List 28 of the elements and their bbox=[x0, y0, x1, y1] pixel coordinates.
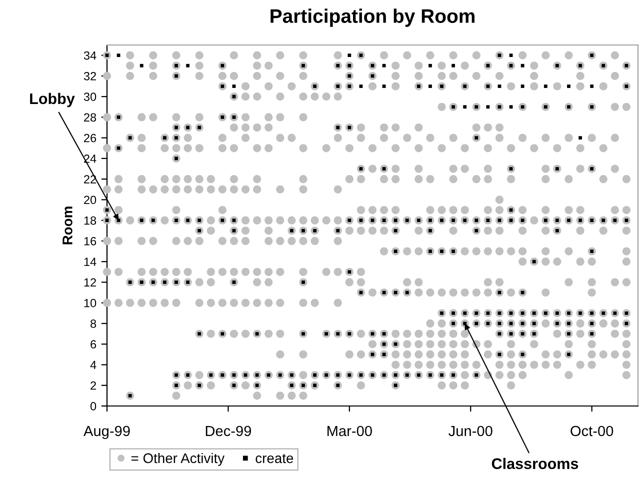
y-tick-label: 20 bbox=[84, 196, 96, 204]
y-tick-label: 26 bbox=[84, 134, 96, 142]
y-tick-label: 6 bbox=[90, 340, 96, 349]
x-tick-label: Jun-00 bbox=[448, 426, 492, 436]
x-tick-label: Dec-99 bbox=[206, 426, 252, 436]
annotation: Classrooms bbox=[492, 458, 578, 470]
annotation: Lobby bbox=[30, 92, 75, 108]
y-tick-label: 10 bbox=[84, 298, 96, 308]
x-tick-label: Mar-00 bbox=[328, 426, 372, 436]
legend-label: create bbox=[256, 454, 294, 464]
y-tick-label: 18 bbox=[84, 216, 96, 225]
x-tick-label: Aug-99 bbox=[84, 426, 130, 440]
y-axis-title: Room bbox=[62, 206, 72, 244]
y-tick-label: 16 bbox=[84, 237, 96, 246]
y-tick-label: 2 bbox=[90, 381, 96, 390]
y-tick-label: 30 bbox=[84, 92, 96, 101]
y-tick-label: 0 bbox=[90, 402, 96, 410]
y-tick-label: 28 bbox=[84, 113, 96, 122]
x-tick-label: Oct-00 bbox=[570, 426, 614, 436]
y-tick-label: 8 bbox=[90, 320, 96, 328]
chart-title: Participation by Room bbox=[270, 8, 474, 27]
y-tick-label: 12 bbox=[84, 278, 96, 287]
legend-label: = Other Activity bbox=[131, 452, 225, 466]
y-tick-label: 14 bbox=[84, 258, 96, 266]
y-tick-label: 32 bbox=[84, 72, 96, 80]
y-tick-label: 34 bbox=[84, 51, 96, 60]
y-tick-label: 24 bbox=[84, 154, 96, 163]
y-tick-label: 4 bbox=[90, 360, 96, 370]
